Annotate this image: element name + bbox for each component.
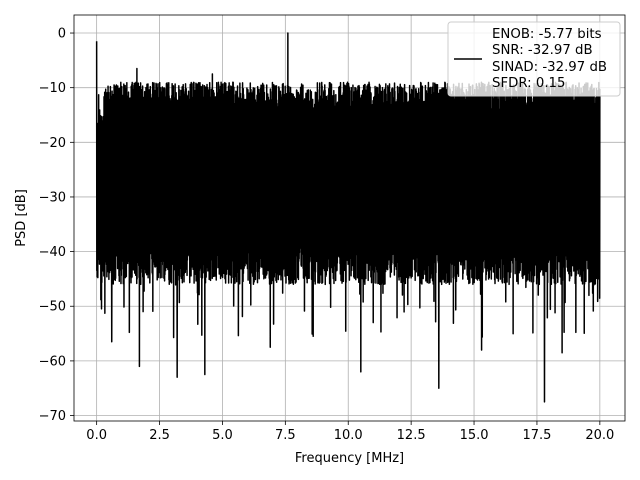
psd-series	[95, 32, 601, 403]
x-tick-label: 10.0	[334, 428, 363, 443]
y-axis-label: PSD [dB]	[14, 189, 29, 247]
x-tick-label: 17.5	[522, 428, 551, 443]
legend-box	[447, 21, 621, 97]
y-tick-label: 0	[58, 27, 66, 42]
legend-entry-enob: ENOB: -5.77 bits	[492, 27, 602, 42]
y-tick-label: −70	[39, 409, 66, 424]
plot-frame	[73, 14, 626, 422]
x-tick-label: 2.5	[149, 428, 170, 443]
x-tick-label: 5.0	[212, 428, 233, 443]
legend-entry-sinad: SINAD: -32.97 dB	[492, 60, 607, 75]
x-tick-label: 7.5	[275, 428, 296, 443]
legend-entry-sfdr: SFDR: 0.15	[492, 76, 565, 91]
y-tick-label: −10	[39, 81, 66, 96]
y-tick-label: −60	[39, 354, 66, 369]
x-tick-label: 0.0	[86, 428, 107, 443]
x-tick-label: 12.5	[397, 428, 426, 443]
x-axis-label: Frequency [MHz]	[295, 451, 404, 466]
y-tick-label: −20	[39, 136, 66, 151]
x-tick-label: 20.0	[585, 428, 614, 443]
y-axis-ticks: 0 −10 −20 −30 −40 −50 −60 −70	[39, 27, 74, 424]
y-tick-label: −40	[39, 245, 66, 260]
y-tick-label: −50	[39, 300, 66, 315]
x-axis-ticks: 0.0 2.5 5.0 7.5 10.0 12.5 15.0 17.5 20.0	[86, 421, 614, 443]
y-tick-label: −30	[39, 190, 66, 205]
legend: ENOB: -5.77 bits SNR: -32.97 dB SINAD: -…	[447, 21, 621, 97]
legend-entry-snr: SNR: -32.97 dB	[492, 43, 593, 58]
psd-series-line	[95, 32, 601, 403]
x-tick-label: 15.0	[460, 428, 489, 443]
